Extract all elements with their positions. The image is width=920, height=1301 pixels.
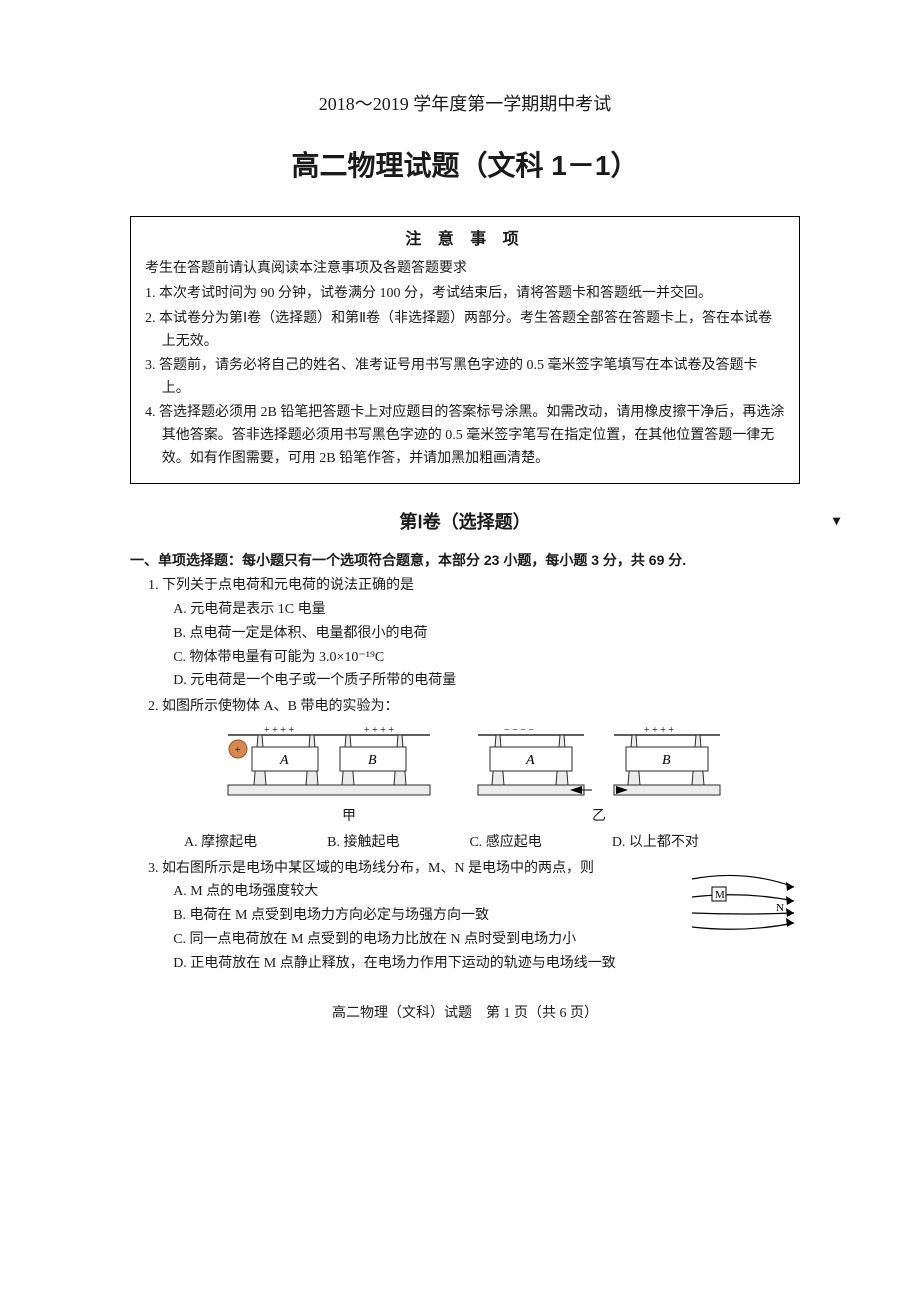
q1-option-d: D. 元电荷是一个电子或一个质子所带的电荷量 — [148, 669, 800, 693]
notice-item-4: 4. 答选择题必须用 2B 铅笔把答题卡上对应题目的答案标号涂黑。如需改动，请用… — [145, 401, 785, 470]
q3-option-a: A. M 点的电场强度较大 — [148, 880, 678, 904]
notice-item-3: 3. 答题前，请务必将自己的姓名、准考证号用书写黑色字迹的 0.5 毫米签字笔填… — [145, 354, 785, 400]
q2-jia-label-a: A — [279, 753, 289, 768]
notice-intro: 考生在答题前请认真阅读本注意事项及各题答题要求 — [145, 257, 785, 280]
q2-stem: 2. 如图所示使物体 A、B 带电的实验为： — [148, 695, 800, 719]
q3-option-d: D. 正电荷放在 M 点静止释放，在电场力作用下运动的轨迹与电场线一致 — [148, 952, 678, 976]
svg-text:+ + + +: + + + + — [644, 725, 674, 736]
section-1-title: 第Ⅰ卷（选择题） ▾ — [130, 508, 800, 534]
svg-text:+ + + +: + + + + — [364, 725, 394, 736]
q2-option-a: A. 摩擦起电 — [184, 831, 257, 855]
q2-options-row: A. 摩擦起电 B. 接触起电 C. 感应起电 D. 以上都不对 — [148, 831, 800, 855]
academic-year-header: 2018～2019 学年度第一学期期中考试 — [130, 90, 800, 116]
notice-item-2: 2. 本试卷分为第Ⅰ卷（选择题）和第Ⅱ卷（非选择题）两部分。考生答题全部答在答题… — [145, 307, 785, 353]
q1-option-b: B. 点电荷一定是体积、电量都很小的电荷 — [148, 622, 800, 646]
question-3: 3. 如右图所示是电场中某区域的电场线分布，M、N 是电场中的两点，则 A. M… — [130, 857, 800, 976]
q2-jia-label-b: B — [368, 753, 377, 768]
corner-mark-icon: ▾ — [833, 512, 840, 529]
exam-page: 2018～2019 学年度第一学期期中考试 高二物理试题（文科 1－1） 注 意… — [0, 0, 920, 1062]
q3-option-c: C. 同一点电荷放在 M 点受到的电场力比放在 N 点时受到电场力小 — [148, 928, 678, 952]
q2-figure-yi-icon: − − − − + + + + A B — [474, 725, 724, 803]
question-1: 1. 下列关于点电荷和元电荷的说法正确的是 A. 元电荷是表示 1C 电量 B.… — [130, 574, 800, 693]
svg-text:− − − −: − − − − — [504, 725, 534, 736]
q3-label-n: N — [776, 902, 784, 914]
q2-yi-label-b: B — [662, 753, 671, 768]
notice-heading: 注 意 事 项 — [145, 227, 785, 253]
svg-text:+ + + +: + + + + — [264, 725, 294, 736]
notice-box: 注 意 事 项 考生在答题前请认真阅读本注意事项及各题答题要求 1. 本次考试时… — [130, 216, 800, 484]
q1-option-c: C. 物体带电量有可能为 3.0×10⁻¹⁹C — [148, 646, 800, 670]
q1-stem: 1. 下列关于点电荷和元电荷的说法正确的是 — [148, 574, 800, 598]
q2-option-d: D. 以上都不对 — [612, 831, 699, 855]
q2-figure-row: + + + + + + + + + A B — [148, 725, 800, 803]
q3-option-b: B. 电荷在 M 点受到电场力方向必定与场强方向一致 — [148, 904, 678, 928]
q2-yi-label-a: A — [525, 753, 535, 768]
exam-title: 高二物理试题（文科 1－1） — [130, 144, 800, 184]
notice-item-1: 1. 本次考试时间为 90 分钟，试卷满分 100 分，考试结束后，请将答题卡和… — [145, 282, 785, 305]
svg-text:+: + — [235, 745, 241, 756]
q3-field-lines-icon: M N — [690, 867, 800, 937]
q2-label-jia: 甲 — [342, 805, 356, 829]
q3-stem: 3. 如右图所示是电场中某区域的电场线分布，M、N 是电场中的两点，则 — [148, 857, 678, 881]
section-1-title-text: 第Ⅰ卷（选择题） — [399, 512, 530, 532]
q2-option-b: B. 接触起电 — [327, 831, 399, 855]
part-a-intro: 一、单项选择题：每小题只有一个选项符合题意，本部分 23 小题，每小题 3 分，… — [130, 550, 800, 570]
q2-option-c: C. 感应起电 — [469, 831, 541, 855]
q1-option-a: A. 元电荷是表示 1C 电量 — [148, 598, 800, 622]
q3-figure: M N — [690, 857, 800, 976]
q2-figure-jia-icon: + + + + + + + + + A B — [224, 725, 434, 803]
question-2: 2. 如图所示使物体 A、B 带电的实验为： + + + + + + + + + — [130, 695, 800, 854]
q2-label-yi: 乙 — [592, 805, 606, 829]
q2-figure-labels: 甲 乙 — [148, 805, 800, 829]
q3-label-m: M — [715, 889, 725, 901]
page-footer: 高二物理（文科）试题 第 1 页（共 6 页） — [130, 1002, 800, 1022]
